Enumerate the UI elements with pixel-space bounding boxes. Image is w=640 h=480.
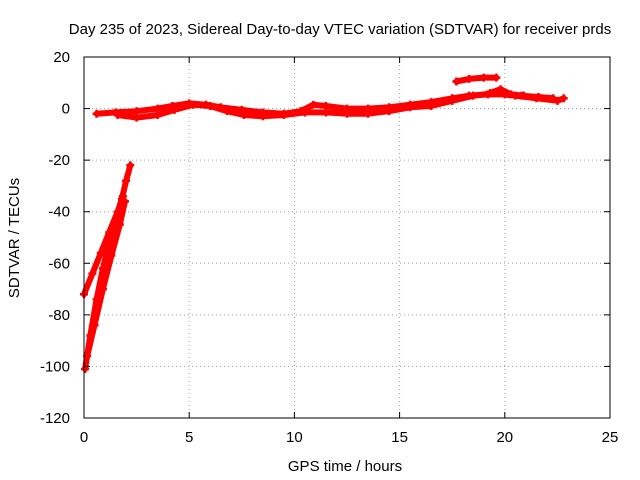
data-point-track-upper-arc-2 bbox=[479, 73, 488, 82]
data-point-track-main-lower-4 bbox=[189, 100, 198, 109]
data-point-track-upper-arc-1 bbox=[465, 74, 474, 83]
data-point-track-main-upper-12 bbox=[309, 100, 318, 109]
grid-layer bbox=[84, 57, 610, 418]
series-track-short-cluster bbox=[487, 86, 527, 99]
data-point-track-main-lower-23 bbox=[559, 94, 568, 103]
data-point-track-main-lower-18 bbox=[469, 91, 478, 100]
x-tick-label-20: 20 bbox=[496, 429, 513, 446]
data-point-track-descending-shallow-5 bbox=[118, 192, 127, 201]
data-point-track-main-lower-5 bbox=[206, 101, 215, 110]
data-point-track-descending-shallow-2 bbox=[96, 248, 105, 257]
data-point-track-short-cluster-3 bbox=[519, 91, 528, 100]
x-tick-label-0: 0 bbox=[80, 429, 88, 446]
data-point-track-main-lower-12 bbox=[343, 109, 351, 118]
tick-layer: 0 5 10 15 20 25 -120 -100 -80 -60 -40 -20 0 20 bbox=[40, 49, 618, 446]
data-point-track-short-cluster-0 bbox=[486, 89, 495, 98]
data-point-track-main-upper-0 bbox=[92, 109, 101, 118]
data-point-track-main-lower-1 bbox=[132, 113, 141, 122]
data-point-track-descending-shallow-1 bbox=[88, 269, 97, 278]
data-point-track-overlap-steep-4 bbox=[115, 220, 124, 229]
data-point-track-overlap-steep-5 bbox=[121, 197, 130, 206]
data-point-track-main-lower-9 bbox=[279, 111, 288, 120]
data-point-track-overlap-steep-2 bbox=[98, 285, 107, 294]
data-point-track-overlap-steep-1 bbox=[90, 321, 99, 330]
y-tick-label--100: -100 bbox=[40, 358, 70, 375]
x-tick-label-5: 5 bbox=[185, 429, 193, 446]
y-axis-label: SDTVAR / TECUs bbox=[6, 178, 23, 298]
data-point-track-main-lower-13 bbox=[364, 109, 373, 118]
series-layer bbox=[80, 73, 568, 374]
data-point-track-main-lower-16 bbox=[427, 101, 436, 110]
data-point-track-descending-steep-7 bbox=[122, 176, 131, 185]
y-tick-label--80: -80 bbox=[48, 307, 70, 324]
data-point-track-short-cluster-2 bbox=[507, 90, 516, 99]
data-point-track-short-cluster-1 bbox=[496, 85, 505, 94]
data-point-track-main-lower-8 bbox=[258, 112, 267, 121]
data-point-track-main-lower-6 bbox=[223, 107, 232, 116]
y-tick-label--120: -120 bbox=[40, 410, 70, 427]
y-tick-label-0: 0 bbox=[62, 101, 70, 118]
x-tick-label-25: 25 bbox=[602, 429, 619, 446]
data-point-track-main-lower-11 bbox=[321, 108, 330, 117]
data-point-track-main-lower-3 bbox=[170, 105, 179, 114]
data-point-track-main-lower-7 bbox=[239, 111, 248, 120]
y-tick-label-20: 20 bbox=[53, 49, 70, 66]
data-point-track-main-lower-14 bbox=[385, 107, 394, 116]
data-point-track-upper-arc-0 bbox=[452, 77, 461, 86]
data-point-track-main-lower-0 bbox=[113, 111, 122, 120]
series-track-upper-arc bbox=[453, 74, 500, 85]
x-tick-label-10: 10 bbox=[286, 429, 303, 446]
y-tick-label--20: -20 bbox=[48, 152, 70, 169]
data-point-track-main-lower-15 bbox=[406, 103, 415, 112]
chart-title: Day 235 of 2023, Sidereal Day-to-day VTE… bbox=[69, 21, 611, 38]
data-point-track-main-lower-22 bbox=[553, 96, 562, 105]
y-tick-label--40: -40 bbox=[48, 204, 70, 221]
data-point-track-main-lower-17 bbox=[448, 96, 457, 105]
data-point-track-main-lower-2 bbox=[153, 111, 162, 120]
data-point-track-main-lower-21 bbox=[532, 94, 541, 103]
y-tick-label--60: -60 bbox=[48, 255, 70, 272]
data-point-track-overlap-steep-3 bbox=[107, 251, 116, 260]
data-point-track-main-lower-10 bbox=[300, 108, 309, 117]
data-point-track-descending-shallow-3 bbox=[105, 228, 114, 237]
data-point-track-descending-steep-8 bbox=[126, 161, 135, 170]
x-tick-label-15: 15 bbox=[391, 429, 408, 446]
data-point-track-upper-arc-3 bbox=[492, 73, 501, 82]
plot-frame bbox=[83, 56, 611, 419]
x-axis-label: GPS time / hours bbox=[288, 458, 402, 475]
